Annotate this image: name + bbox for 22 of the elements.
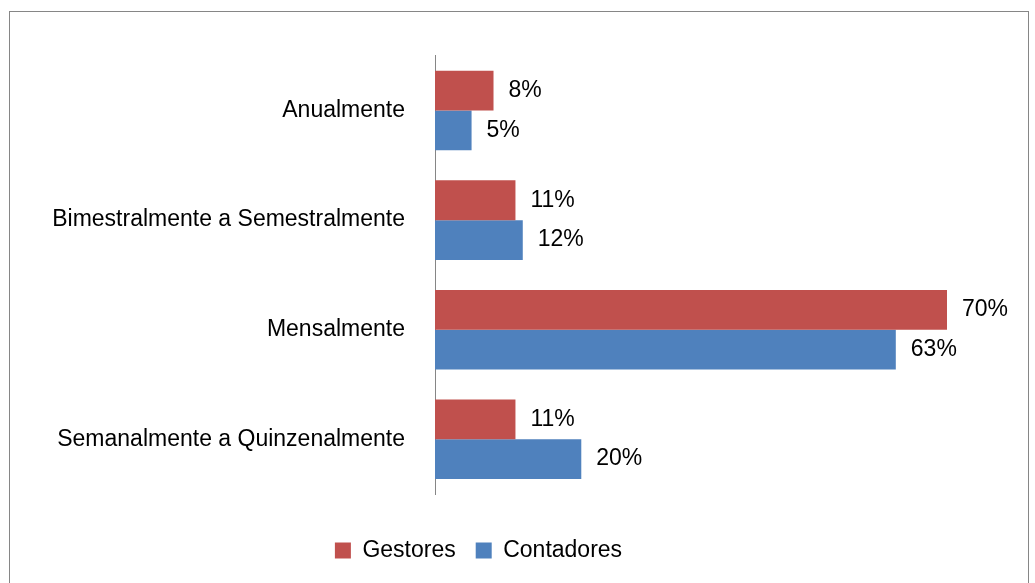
bar — [435, 70, 494, 111]
y-tick-label: Anualmente — [282, 95, 405, 122]
bar — [435, 110, 472, 151]
data-label: 8% — [508, 76, 542, 103]
data-label: 5% — [486, 115, 520, 142]
legend-label: Gestores — [362, 535, 456, 562]
bar — [435, 439, 582, 479]
legend-label: Contadores — [503, 535, 623, 562]
data-label: 20% — [596, 444, 643, 471]
bar — [435, 399, 516, 440]
y-tick-label: Mensalmente — [266, 315, 405, 342]
data-label: 70% — [962, 295, 1009, 322]
bar — [435, 289, 947, 330]
data-label: 63% — [910, 334, 957, 361]
data-label: 11% — [530, 185, 575, 212]
data-label: 12% — [537, 225, 584, 252]
bar — [435, 329, 896, 370]
y-tick-label: Semanalmente a Quinzenalmente — [57, 424, 405, 451]
bar — [435, 180, 516, 221]
data-label: 11% — [530, 404, 575, 431]
bar — [435, 220, 523, 260]
y-tick-label: Bimestralmente a Semestralmente — [52, 205, 405, 232]
